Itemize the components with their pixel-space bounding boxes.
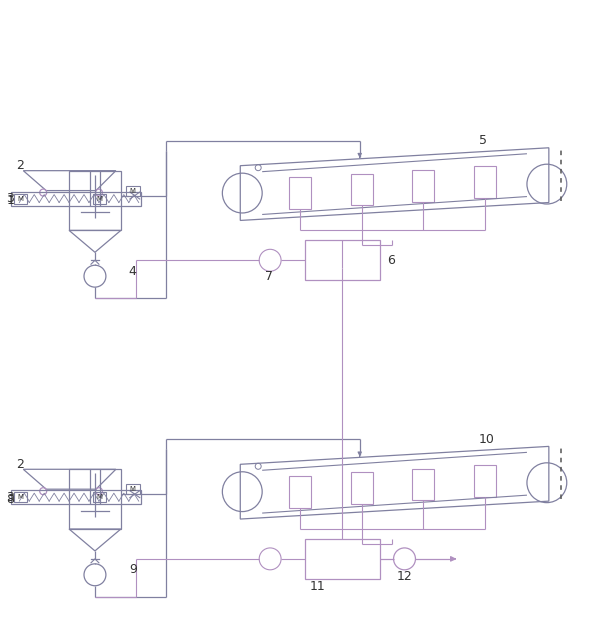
Bar (93, 492, 106, 502)
Text: 11: 11 (310, 580, 326, 593)
Text: 6: 6 (388, 254, 395, 266)
Text: 7: 7 (265, 270, 273, 283)
Bar (305, 539, 380, 579)
Bar (289, 476, 311, 508)
Text: M: M (18, 195, 24, 202)
Text: 9: 9 (129, 563, 137, 576)
Bar (69, 469, 121, 529)
Bar (11, 490, 141, 504)
Text: 3: 3 (7, 491, 14, 503)
Bar (351, 174, 373, 205)
Bar (474, 465, 496, 497)
Text: 10: 10 (479, 433, 495, 446)
Bar (14, 193, 27, 203)
Bar (14, 492, 27, 502)
Text: M: M (130, 188, 136, 193)
Text: M: M (97, 494, 103, 500)
Bar (351, 472, 373, 504)
Text: M: M (97, 195, 103, 202)
Text: 4: 4 (129, 265, 137, 278)
Bar (289, 177, 311, 209)
Bar (412, 170, 434, 202)
Text: 2: 2 (16, 159, 24, 172)
Text: M: M (18, 494, 24, 500)
Bar (126, 186, 140, 195)
Text: M: M (130, 486, 136, 492)
Bar (69, 171, 121, 231)
Text: 5: 5 (479, 134, 487, 147)
Bar (11, 192, 141, 205)
Text: 1: 1 (7, 194, 14, 207)
Bar (305, 241, 380, 280)
Bar (474, 166, 496, 198)
Text: 3: 3 (7, 192, 14, 205)
Bar (93, 193, 106, 203)
Text: 12: 12 (397, 570, 412, 583)
Bar (126, 484, 140, 494)
Text: 2: 2 (16, 458, 24, 471)
Text: 8: 8 (7, 493, 14, 506)
Bar (412, 469, 434, 500)
